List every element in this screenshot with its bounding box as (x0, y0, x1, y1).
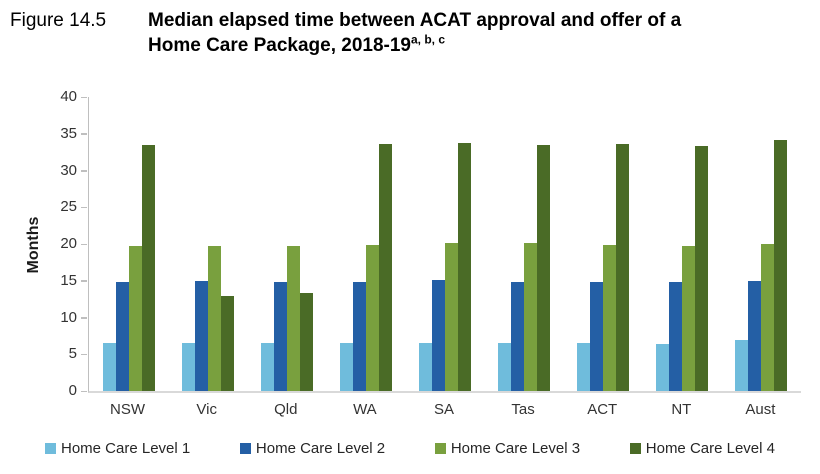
legend-label: Home Care Level 4 (645, 440, 775, 457)
legend-label: Home Care Level 2 (255, 440, 386, 457)
legend-label: Home Care Level 3 (450, 440, 581, 457)
x-tick-label: WA (353, 401, 377, 418)
legend-swatch (239, 443, 251, 454)
bar (748, 280, 762, 391)
figure-title-line1: Median elapsed time between ACAT approva… (148, 10, 682, 31)
legend-swatch (45, 443, 56, 454)
bar-group-aust (722, 97, 801, 391)
bar (207, 245, 221, 391)
bar (511, 281, 525, 391)
y-tick-mark (81, 280, 87, 282)
bar (761, 244, 775, 391)
bar-group-sa (405, 97, 484, 391)
y-tick-label: 40 (60, 88, 77, 105)
bar (590, 281, 604, 391)
bar (378, 144, 392, 391)
bar (115, 281, 129, 391)
bar (603, 244, 617, 391)
bar-group-qld (247, 97, 326, 391)
y-tick-mark (81, 96, 87, 98)
x-tick-label: Vic (196, 401, 217, 418)
x-tick-label: Aust (745, 401, 776, 418)
bar (273, 282, 287, 391)
bar (656, 344, 670, 391)
y-tick-label: 5 (68, 345, 77, 363)
bar (616, 144, 630, 391)
figure-title-superscript: a, b, c (411, 32, 446, 47)
y-tick-mark (81, 133, 87, 135)
y-axis-title: Months (25, 216, 42, 274)
bar (260, 343, 274, 391)
x-axis-labels: NSW Vic Qld WA SA Tas ACT NT Aust (88, 401, 800, 418)
y-tick-label: 30 (60, 161, 77, 179)
x-tick-label: Qld (274, 401, 298, 418)
y-tick-label: 20 (60, 235, 77, 252)
y-tick-label: 15 (60, 271, 77, 289)
legend: Home Care Level 1 Home Care Level 2 Home C… (45, 440, 775, 457)
bar (194, 280, 208, 391)
bar (141, 144, 155, 391)
bar-group-nsw (89, 97, 168, 391)
legend-item: Home Care Level 4 (629, 440, 775, 457)
bar (286, 246, 300, 391)
figure-header: Figure 14.5 Median elapsed time between … (10, 8, 681, 58)
y-tick-mark (81, 317, 87, 319)
y-tick-mark (81, 206, 87, 209)
bar (220, 295, 234, 391)
bar (457, 143, 471, 391)
x-tick-label: NT (671, 401, 692, 418)
x-tick-label: Tas (511, 401, 535, 418)
bar-group-vic (168, 97, 247, 391)
legend-item: Home Care Level 2 (239, 440, 386, 457)
legend-label: Home Care Level 1 (61, 440, 191, 457)
figure-title: Median elapsed time between ACAT approva… (148, 8, 681, 58)
x-tick-label: ACT (587, 401, 618, 418)
bar (735, 339, 749, 391)
legend-swatch (434, 443, 446, 454)
bar (365, 244, 379, 391)
bar (537, 144, 551, 391)
bar (774, 140, 788, 391)
bar-groups (89, 97, 801, 391)
bar (682, 245, 696, 391)
bar (669, 282, 683, 391)
bar (352, 282, 366, 391)
bar (299, 293, 313, 391)
figure-number: Figure 14.5 (10, 10, 107, 31)
legend-item: Home Care Level 1 (45, 440, 190, 457)
x-tick-label: NSW (110, 401, 146, 418)
y-tick-mark (81, 170, 87, 172)
legend-item: Home Care Level 3 (434, 440, 581, 457)
y-tick-mark (81, 243, 87, 245)
y-tick-mark (81, 390, 87, 392)
bar-group-tas (485, 97, 564, 391)
bar (181, 343, 195, 391)
bar (444, 243, 458, 391)
y-tick-label: 25 (60, 198, 77, 216)
bar (524, 243, 538, 391)
bar (339, 343, 353, 391)
x-tick-label: SA (433, 401, 454, 418)
legend-swatch (629, 443, 641, 454)
y-tick-label: 10 (60, 308, 77, 326)
bar (102, 343, 116, 391)
bar (695, 145, 709, 391)
y-tick-label: 0 (68, 382, 77, 399)
bar-group-wa (326, 97, 405, 391)
bar (128, 245, 142, 391)
y-tick-label: 35 (60, 124, 77, 142)
bar-group-act (564, 97, 643, 391)
bar (498, 342, 512, 391)
bar (577, 342, 591, 391)
y-tick-mark (81, 353, 87, 356)
figure-title-line2: Home Care Package, 2018-19 (148, 35, 411, 56)
bar-group-nt (643, 97, 722, 391)
bar (418, 342, 432, 391)
plot-area: 0 5 10 15 20 25 30 35 40 (60, 89, 801, 399)
bar (431, 280, 445, 391)
